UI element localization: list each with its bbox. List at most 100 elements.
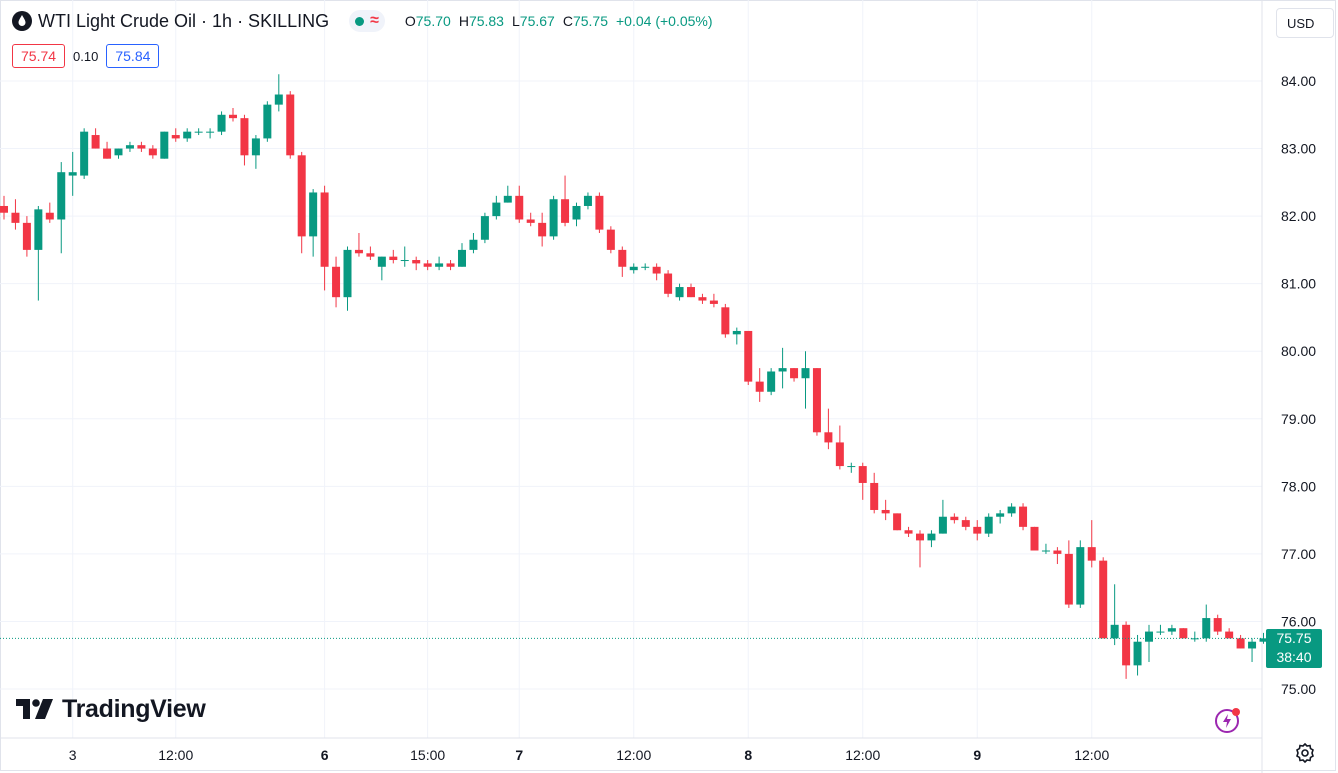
ask-price[interactable]: 75.84	[106, 44, 160, 68]
y-tick-label: 75.00	[1281, 681, 1316, 697]
candle-body	[1133, 641, 1142, 666]
candle-body	[1259, 638, 1268, 642]
symbol-title[interactable]: WTI Light Crude Oil · 1h · SKILLING	[38, 10, 330, 31]
candle-body	[1122, 624, 1131, 666]
candle-body	[732, 330, 741, 335]
close-value: 75.75	[572, 13, 608, 29]
x-tick-label: 12:00	[158, 747, 193, 763]
y-tick-label: 83.00	[1281, 141, 1316, 157]
candle-body	[1156, 631, 1165, 633]
market-status-pill[interactable]: ≈	[349, 10, 385, 32]
candle-body	[1053, 550, 1062, 554]
candle-body	[961, 520, 970, 527]
candle-body	[1202, 618, 1211, 639]
candle-body	[1179, 628, 1188, 639]
y-tick-label: 78.00	[1281, 478, 1316, 494]
x-tick-label: 8	[744, 747, 752, 763]
candle-body	[492, 202, 501, 217]
candle-body	[125, 145, 134, 149]
bar-countdown: 38:40	[1276, 649, 1312, 665]
low-label: L	[511, 13, 520, 29]
y-tick-label: 81.00	[1281, 276, 1316, 292]
oil-drop-icon	[12, 11, 32, 31]
y-tick-label: 77.00	[1281, 546, 1316, 562]
candle-body	[412, 260, 421, 264]
candle-body	[790, 368, 799, 379]
candle-body	[480, 216, 489, 240]
candle-body	[171, 135, 180, 139]
chart-header: WTI Light Crude Oil · 1h · SKILLING ≈ O 7…	[12, 10, 713, 32]
y-tick-label: 79.00	[1281, 411, 1316, 427]
candle-body	[458, 249, 466, 267]
candle-body	[80, 131, 89, 176]
lightning-icon[interactable]	[1214, 706, 1242, 734]
candle-body	[503, 195, 512, 203]
candle-body	[1110, 624, 1119, 639]
market-open-dot-icon	[355, 16, 365, 26]
bid-price[interactable]: 75.74	[12, 44, 66, 68]
candle-body	[1213, 618, 1222, 632]
tradingview-logo-icon	[16, 698, 53, 719]
candle-body	[561, 199, 570, 223]
candle-body	[1064, 553, 1073, 605]
candle-body	[45, 212, 54, 220]
candle-body	[57, 172, 66, 220]
candle-body	[377, 256, 386, 267]
candle-body	[11, 212, 20, 223]
candle-body	[812, 368, 821, 433]
x-tick-label: 9	[973, 747, 981, 763]
candle-body	[687, 287, 695, 298]
low-value: 75.67	[519, 13, 555, 29]
candle-body	[389, 256, 398, 261]
candle-body	[103, 148, 112, 159]
candle-body	[1145, 631, 1153, 642]
candle-body	[767, 371, 776, 392]
candle-body	[664, 273, 673, 294]
candle-body	[263, 104, 272, 139]
candle-body	[606, 229, 615, 250]
candle-body	[1019, 506, 1028, 527]
x-tick-label: 12:00	[616, 747, 651, 763]
x-tick-label: 15:00	[410, 747, 445, 763]
change-value: +0.04 (+0.05%)	[616, 13, 713, 29]
candle-body	[549, 199, 558, 237]
candle-body	[148, 148, 157, 156]
candle-body	[366, 253, 375, 257]
y-tick-label: 76.00	[1281, 613, 1316, 629]
candle-body	[675, 287, 684, 298]
candle-body	[583, 195, 592, 206]
candle-body	[835, 442, 844, 467]
high-label: H	[458, 13, 469, 29]
tradingview-logo-text: TradingView	[62, 695, 206, 723]
candle-body	[114, 148, 123, 156]
bid-ask-panel: 75.74 0.10 75.84	[12, 44, 160, 68]
tradingview-logo[interactable]: TradingView	[16, 695, 206, 724]
candle-body	[526, 219, 535, 223]
candle-body	[755, 381, 764, 392]
candle-body	[916, 533, 924, 541]
candle-body	[446, 263, 455, 267]
candle-body	[515, 195, 524, 220]
y-tick-label: 82.00	[1281, 208, 1316, 224]
candle-body	[984, 516, 993, 534]
settings-gear-icon[interactable]	[1294, 742, 1316, 764]
candle-body	[709, 300, 718, 304]
candle-body	[824, 432, 833, 443]
candle-body	[858, 466, 867, 483]
candle-body	[618, 249, 627, 267]
candle-body	[400, 260, 409, 262]
candle-body	[354, 249, 363, 254]
candle-body	[34, 209, 43, 250]
candle-body	[801, 368, 810, 379]
close-label: C	[562, 13, 573, 29]
candle-body	[698, 297, 707, 301]
candle-body	[652, 266, 661, 274]
last-price-tag: 75.75 38:40	[1266, 629, 1322, 668]
high-value: 75.83	[468, 13, 504, 29]
open-label: O	[404, 13, 416, 29]
candle-body	[1041, 550, 1050, 552]
candle-body	[309, 192, 318, 237]
currency-select[interactable]: USD	[1276, 8, 1334, 38]
candle-body	[950, 516, 959, 521]
